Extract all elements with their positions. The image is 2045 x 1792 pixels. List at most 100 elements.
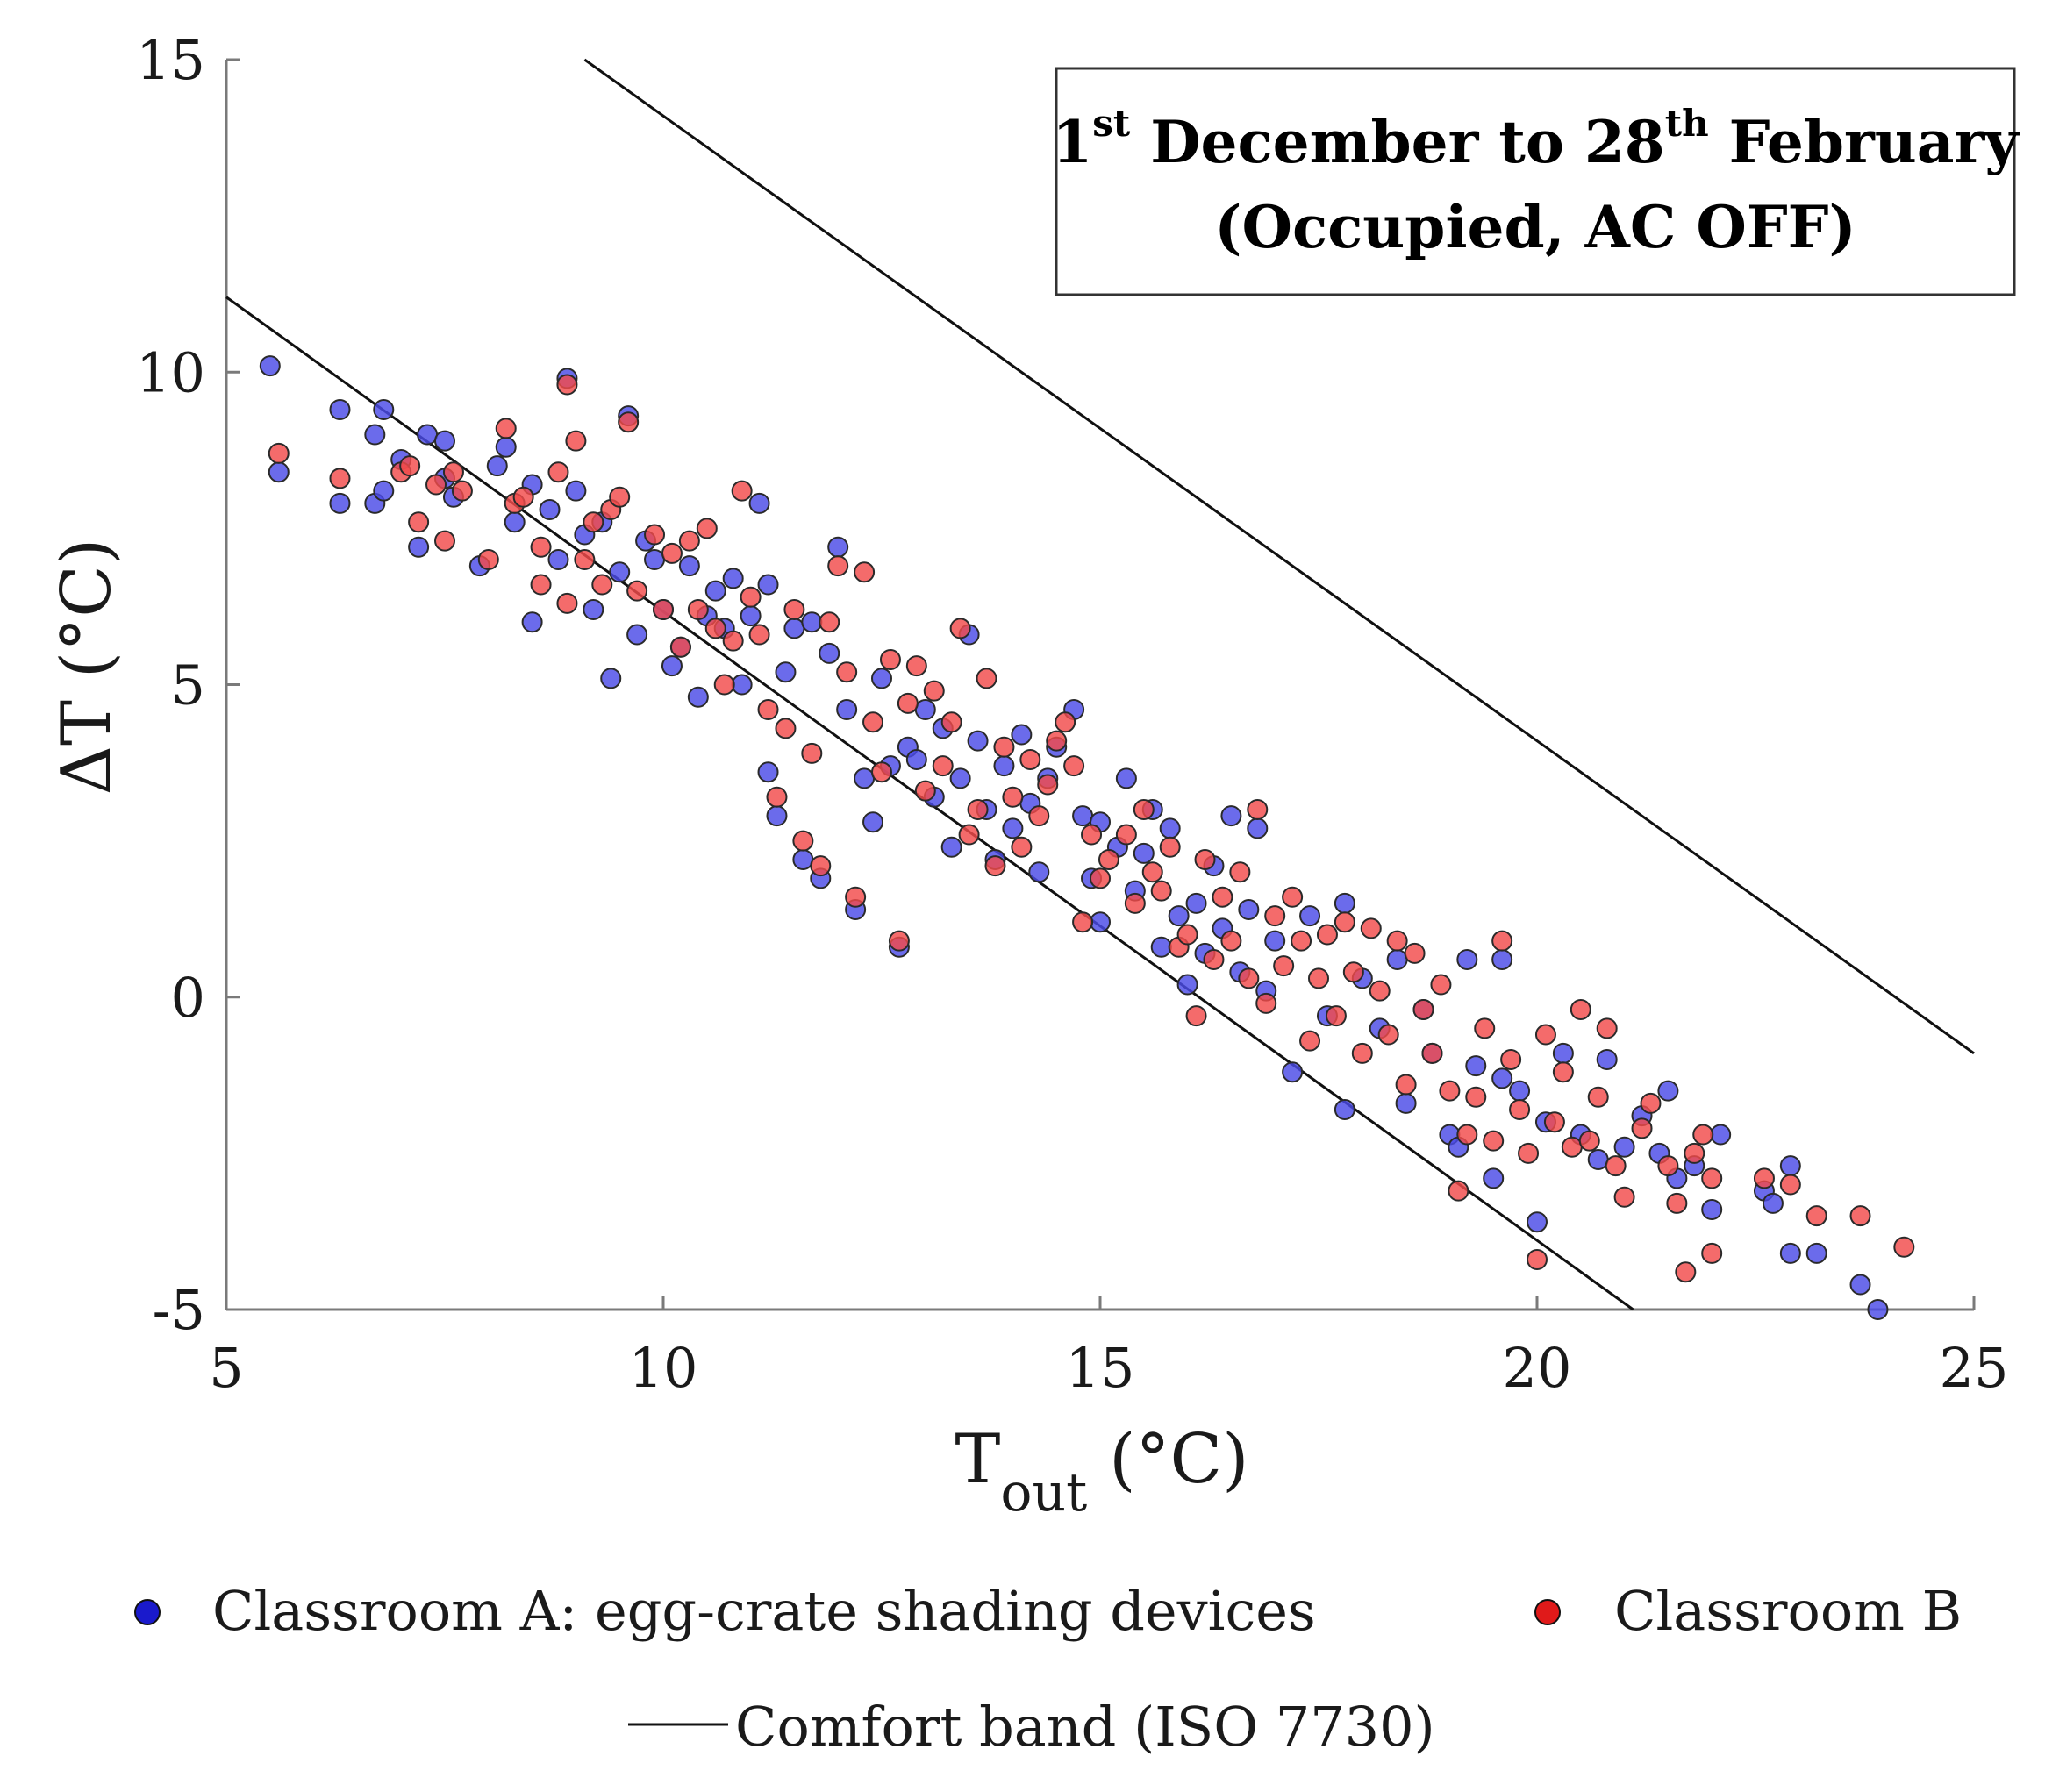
- scatter-point-classroom-b: [547, 461, 569, 483]
- scatter-point-classroom-a: [949, 767, 971, 789]
- scatter-point-classroom-a: [1805, 1242, 1827, 1264]
- scatter-point-classroom-a: [854, 767, 876, 789]
- scatter-point-classroom-b: [766, 786, 788, 808]
- scatter-point-classroom-a: [329, 399, 351, 420]
- scatter-point-classroom-a: [1282, 1061, 1304, 1083]
- scatter-point-classroom-a: [1168, 905, 1190, 927]
- scatter-point-classroom-b: [434, 530, 455, 552]
- series-classroom-a: [259, 355, 1889, 1320]
- scatter-point-classroom-b: [713, 674, 735, 696]
- scatter-point-classroom-b: [530, 574, 552, 596]
- scatter-point-classroom-b: [408, 511, 430, 533]
- scatter-point-classroom-b: [1037, 774, 1059, 796]
- scatter-point-classroom-b: [329, 468, 351, 489]
- scatter-point-classroom-a: [486, 455, 508, 477]
- scatter-point-classroom-a: [1176, 974, 1198, 996]
- scatter-point-classroom-b: [1291, 930, 1312, 952]
- scatter-point-classroom-b: [1474, 1017, 1496, 1039]
- scatter-point-classroom-b: [836, 661, 858, 683]
- scatter-point-classroom-b: [477, 549, 499, 570]
- scatter-point-classroom-a: [1395, 1092, 1417, 1114]
- comfort-band-line: [583, 58, 1975, 1055]
- scatter-point-classroom-b: [1613, 1186, 1635, 1208]
- scatter-point-classroom-a: [775, 661, 797, 683]
- scatter-point-classroom-a: [687, 686, 709, 708]
- scatter-point-classroom-a: [1762, 1192, 1784, 1214]
- scatter-point-classroom-a: [1011, 724, 1033, 746]
- scatter-point-classroom-a: [1779, 1242, 1801, 1264]
- scatter-point-classroom-b: [757, 699, 779, 720]
- scatter-point-classroom-b: [775, 718, 797, 739]
- scatter-point-classroom-a: [1090, 911, 1111, 933]
- scatter-point-classroom-b: [678, 530, 700, 552]
- scatter-point-classroom-a: [495, 436, 517, 458]
- scatter-point-classroom-b: [1893, 1236, 1915, 1258]
- scatter-point-classroom-b: [827, 555, 849, 577]
- scatter-point-classroom-a: [757, 761, 779, 783]
- scatter-point-classroom-b: [932, 755, 954, 777]
- scatter-point-classroom-b: [748, 624, 770, 646]
- scatter-point-classroom-b: [949, 618, 971, 639]
- title-box: 1st December to 28th February (Occupied,…: [1052, 67, 2020, 296]
- scatter-point-classroom-a: [1386, 949, 1408, 970]
- y-tick-label: -5: [153, 1278, 205, 1342]
- scatter-point-classroom-b: [1483, 1130, 1505, 1152]
- scatter-point-classroom-b: [1247, 799, 1269, 820]
- scatter-point-classroom-a: [1849, 1274, 1871, 1296]
- scatter-point-classroom-b: [530, 536, 552, 558]
- legend-label-classroom-a: Classroom A: egg-crate shading devices: [212, 1579, 1316, 1643]
- scatter-point-classroom-a: [565, 480, 587, 502]
- y-tick-label: 10: [136, 340, 205, 404]
- scatter-point-classroom-b: [1081, 824, 1103, 846]
- scatter-point-classroom-a: [801, 611, 823, 633]
- scatter-point-classroom-b: [1308, 967, 1329, 989]
- scatter-point-classroom-b: [1299, 1030, 1321, 1052]
- scatter-point-classroom-b: [976, 668, 997, 689]
- scatter-point-classroom-b: [879, 649, 901, 670]
- scatter-point-classroom-b: [1640, 1092, 1662, 1114]
- x-tick-label: 25: [1940, 1336, 2009, 1400]
- scatter-point-classroom-b: [722, 630, 744, 652]
- scatter-point-classroom-a: [1527, 1211, 1548, 1233]
- x-tick-label: 15: [1066, 1336, 1135, 1400]
- scatter-point-classroom-b: [1701, 1167, 1723, 1189]
- scatter-point-classroom-a: [940, 836, 962, 858]
- scatter-point-classroom-b: [923, 680, 945, 702]
- scatter-point-classroom-b: [1377, 1024, 1399, 1046]
- scatter-point-classroom-a: [644, 549, 666, 570]
- scatter-point-classroom-a: [748, 492, 770, 514]
- scatter-point-classroom-b: [1657, 1155, 1679, 1177]
- scatter-point-classroom-a: [417, 424, 439, 446]
- scatter-point-classroom-a: [1456, 949, 1478, 970]
- scatter-point-classroom-b: [1194, 849, 1216, 870]
- scatter-point-classroom-a: [373, 399, 395, 420]
- scatter-point-classroom-a: [722, 568, 744, 589]
- scatter-point-classroom-a: [967, 730, 989, 752]
- scatter-point-classroom-a: [504, 511, 526, 533]
- scatter-point-classroom-a: [1264, 930, 1286, 952]
- scatter-point-classroom-a: [1491, 949, 1513, 970]
- scatter-point-classroom-b: [1369, 980, 1391, 1002]
- scatter-point-classroom-a: [819, 642, 840, 664]
- scatter-point-classroom-b: [1090, 867, 1111, 889]
- scatter-point-classroom-b: [905, 655, 927, 677]
- scatter-point-classroom-a: [547, 549, 569, 570]
- scatter-point-classroom-b: [669, 636, 691, 658]
- scatter-point-classroom-a: [329, 492, 351, 514]
- y-tick-label: 0: [171, 966, 205, 1030]
- scatter-point-classroom-a: [905, 749, 927, 770]
- scatter-point-classroom-b: [871, 761, 892, 783]
- chart-title-line2: (Occupied, AC OFF): [1214, 193, 1856, 261]
- scatter-point-classroom-b: [1264, 905, 1286, 927]
- scatter-point-classroom-b: [1465, 1086, 1487, 1108]
- scatter-point-classroom-b: [854, 561, 876, 583]
- scatter-point-classroom-a: [609, 561, 631, 583]
- scatter-point-classroom-b: [1185, 1005, 1207, 1027]
- scatter-point-classroom-b: [1578, 1130, 1600, 1152]
- scatter-point-classroom-b: [1150, 880, 1172, 902]
- scatter-point-classroom-b: [1055, 711, 1076, 733]
- scatter-point-classroom-a: [1779, 1155, 1801, 1177]
- scatter-point-classroom-b: [661, 542, 683, 564]
- scatter-point-classroom-b: [1570, 999, 1591, 1020]
- scatter-point-classroom-a: [1028, 861, 1050, 883]
